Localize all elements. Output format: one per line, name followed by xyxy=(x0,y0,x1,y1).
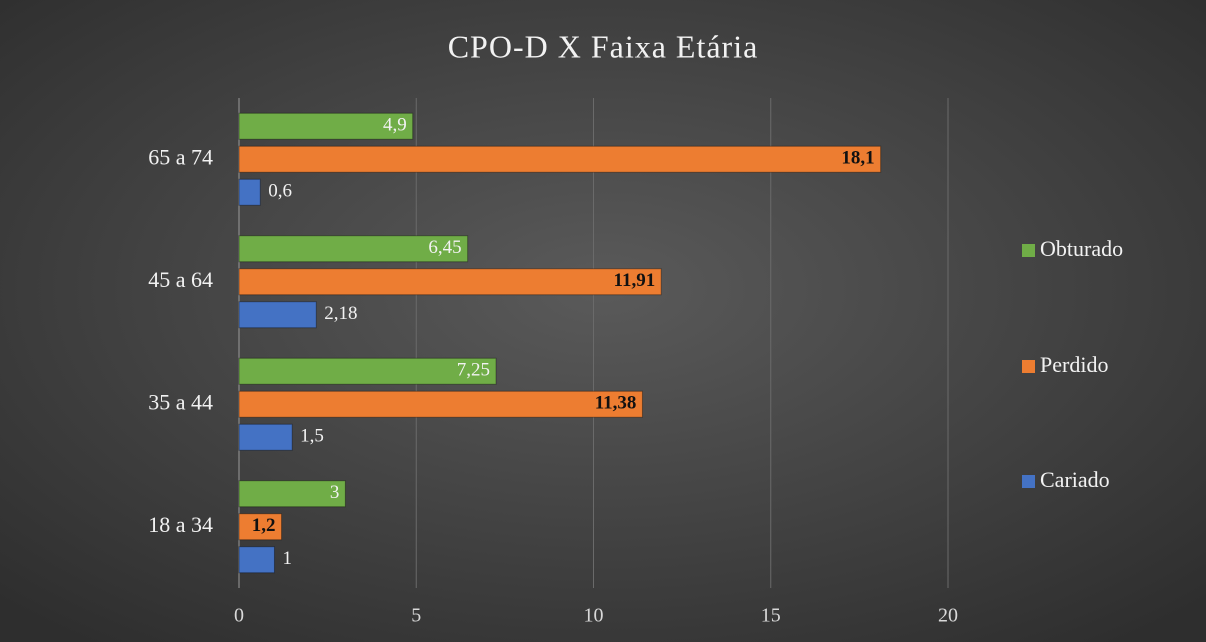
bar xyxy=(238,235,469,263)
chart-title: CPO-D X Faixa Etária xyxy=(448,28,759,64)
x-tick-label: 10 xyxy=(584,605,604,627)
data-label: 7,25 xyxy=(457,360,490,381)
legend-label: Cariado xyxy=(1040,467,1110,492)
data-label: 3 xyxy=(330,482,340,503)
data-label: 6,45 xyxy=(428,237,461,258)
data-label: 1 xyxy=(282,548,292,569)
data-label: 1,2 xyxy=(252,515,276,536)
data-label: 2,18 xyxy=(324,303,357,324)
x-tick-label: 20 xyxy=(938,605,958,627)
bar xyxy=(238,268,662,296)
y-tick-label: 35 a 44 xyxy=(148,389,213,414)
data-label: 1,5 xyxy=(300,426,324,447)
data-label: 18,1 xyxy=(841,148,874,169)
bar xyxy=(238,178,261,206)
bar xyxy=(238,301,317,329)
legend-swatch xyxy=(1022,244,1035,257)
bar xyxy=(238,357,497,385)
data-label: 4,9 xyxy=(383,115,407,136)
y-tick-label: 18 a 34 xyxy=(148,512,213,537)
bar xyxy=(238,480,346,508)
legend-label: Obturado xyxy=(1040,236,1123,261)
bar xyxy=(238,390,643,418)
y-tick-label: 45 a 64 xyxy=(148,267,213,292)
bar xyxy=(238,546,275,574)
x-tick-label: 15 xyxy=(761,605,781,627)
legend-swatch xyxy=(1022,360,1035,373)
y-tick-label: 65 a 74 xyxy=(148,144,213,169)
x-tick-label: 5 xyxy=(411,605,421,627)
data-label: 11,91 xyxy=(614,270,656,291)
data-label: 0,6 xyxy=(268,181,292,202)
bar xyxy=(238,423,293,451)
legend-label: Perdido xyxy=(1040,352,1108,377)
legend-swatch xyxy=(1022,475,1035,488)
bar xyxy=(238,513,283,541)
data-label: 11,38 xyxy=(595,393,637,414)
bar xyxy=(238,112,414,140)
bar xyxy=(238,145,882,173)
x-tick-label: 0 xyxy=(234,605,244,627)
